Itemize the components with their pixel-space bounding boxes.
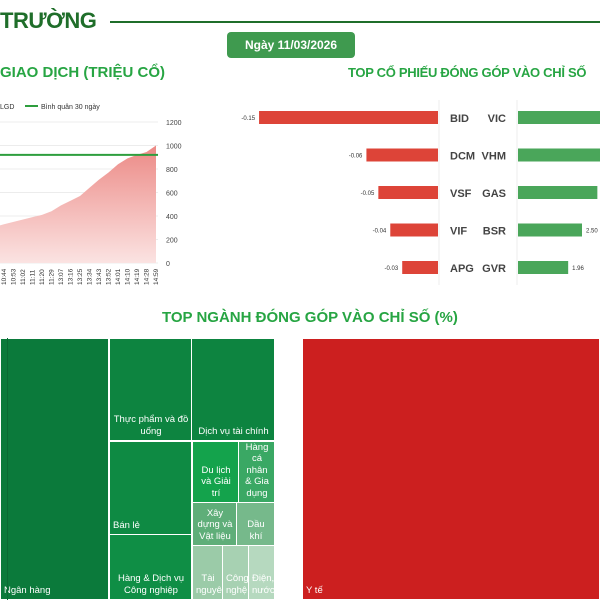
treemap-cell: Thực phẩm và đồ uống [109,338,192,441]
positive-bar [518,186,598,199]
stock-ticker: VIC [488,113,506,125]
volume-chart: 0 200 400 600 800 1000 1200 10:44 10:53 11:02 11:1… [0,104,182,285]
treemap-cell-label: Y tế [306,584,323,596]
bar-value-label: 1.96 [572,266,584,272]
treemap-title: TOP NGÀNH ĐÓNG GÓP VÀO CHỈ SỐ (%) [162,309,458,326]
top-stocks-chart: -0.15 BID -0.06 DCM -0.05 VSF -0.04 VIF -0.03 APG… [241,100,600,285]
volume-chart-title: GIAO DỊCH (TRIỆU CỔ) [0,64,165,81]
treemap-cell-label: Dịch vụ tài chính [198,425,269,437]
legend-avg: Bình quân 30 ngày [41,104,100,111]
treemap-cell-label: Công nghệ [226,573,249,596]
treemap-cell: Hàng & Dịch vụ Công nghiệp [109,534,192,600]
bar-value-label: -0.06 [349,154,363,160]
x-tick-label: 14:59 [153,268,160,285]
x-tick-label: 13:52 [106,268,113,285]
stock-ticker: GVR [482,263,506,275]
positive-bar [518,148,600,162]
treemap-cell: Công nghệ [222,545,249,600]
negative-bar [378,186,438,199]
treemap-cell: Tài nguyên [192,545,223,600]
treemap-cell: Dầu khí [236,502,275,546]
stock-ticker: GAS [482,188,506,200]
treemap-cell: Bán lẻ [109,441,192,535]
y-tick-label: 1200 [166,120,182,127]
treemap-cell: Xây dựng và Vật liệu [192,502,237,546]
legend-klgd: LGD [0,104,14,111]
x-tick-label: 13:16 [68,268,75,285]
date-badge: Ngày 11/03/2026 [227,32,355,58]
bar-value-label: -0.15 [241,116,255,122]
stock-ticker: DCM [450,151,475,163]
y-tick-label: 200 [166,238,178,245]
x-tick-label: 13:34 [87,268,94,285]
stock-ticker: APG [450,263,474,275]
negative-bar [402,261,438,274]
stock-ticker: BSR [483,226,506,238]
treemap-cell-label: Hàng cá nhân & Gia dụng [245,442,269,499]
treemap-border [7,338,8,600]
negative-bar [390,223,438,237]
treemap-cell-label: Du lịch và Giải trí [201,464,231,499]
y-tick-label: 400 [166,214,178,221]
volume-area [0,145,156,263]
treemap-cell-label: Ngân hàng [4,584,51,596]
y-tick-label: 0 [166,261,170,268]
negative-bar [259,111,438,124]
x-tick-label: 10:53 [11,268,18,285]
treemap-cell: Du lịch và Giải trí [192,441,239,503]
bar-value-label: 2.50 [586,229,598,235]
stock-ticker: VSF [450,188,472,200]
sector-treemap: Ngân hàng Thực phẩm và đồ uống Dịch vụ tài… [0,338,600,600]
stock-ticker: VIF [450,226,467,238]
x-tick-label: 13:07 [58,268,65,285]
treemap-cell: Y tế [302,338,600,600]
treemap-cell-label: Dầu khí [247,519,265,542]
treemap-cell-label: Thực phẩm và đồ uống [113,414,189,437]
x-tick-label: 14:19 [134,268,141,285]
x-tick-label: 14:28 [144,268,151,285]
x-tick-label: 10:44 [1,268,8,285]
x-tick-label: 11:29 [49,269,56,285]
positive-bar [518,223,582,237]
treemap-cell-label: Hàng & Dịch vụ Công nghiệp [117,573,184,596]
y-tick-label: 800 [166,167,178,174]
treemap-cell-label: Tài nguyên [196,573,222,596]
x-tick-label: 14:01 [115,268,122,285]
x-tick-label: 14:10 [125,268,132,285]
positive-bar [518,261,569,274]
treemap-cell: Điện, nước [248,545,275,600]
x-tick-label: 11:02 [20,269,27,285]
treemap-cell: Dịch vụ tài chính [191,338,275,441]
top-stocks-title: TOP CỔ PHIẾU ĐÓNG GÓP VÀO CHỈ SỐ [348,65,587,80]
x-tick-label: 13:43 [96,268,103,285]
treemap-cell-label: Bán lẻ [113,519,140,531]
x-tick-label: 13:25 [77,268,84,285]
negative-bar [366,148,438,162]
y-tick-label: 600 [166,191,178,198]
title-rule [110,21,600,23]
x-tick-label: 11:20 [39,269,46,285]
y-tick-label: 1000 [166,144,182,151]
x-tick-label: 11:11 [30,269,37,285]
treemap-cell-label: Điện, nước [252,573,275,596]
stock-ticker: BID [450,113,469,125]
treemap-cell: Hàng cá nhân & Gia dụng [238,441,275,503]
bar-value-label: -0.05 [361,191,375,197]
page-title: TRƯỜNG [0,8,97,33]
stock-ticker: VHM [482,151,506,163]
treemap-cell: Ngân hàng [0,338,109,600]
bar-value-label: -0.03 [385,266,399,272]
positive-bar [518,111,600,124]
treemap-cell-label: Xây dựng và Vật liệu [197,507,233,542]
bar-value-label: -0.04 [373,229,387,235]
